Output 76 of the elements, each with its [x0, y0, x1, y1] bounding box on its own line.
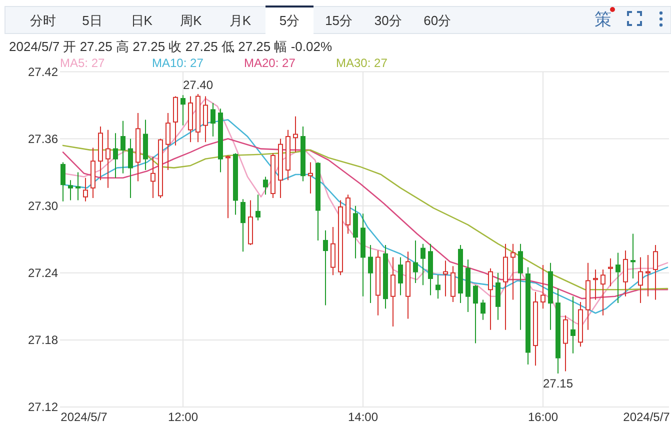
candlestick — [570, 296, 576, 354]
candlestick — [488, 268, 493, 330]
text: MA10: 27 — [152, 56, 204, 70]
candlestick — [76, 172, 80, 201]
candlestick — [150, 156, 156, 198]
candlestick — [436, 274, 440, 300]
candlestick — [263, 176, 268, 196]
candlestick — [180, 94, 186, 126]
text: MA20: 27 — [244, 56, 296, 70]
x-tick-label: 12:00 — [168, 410, 198, 424]
text: 日K — [130, 13, 153, 28]
candlestick — [600, 269, 606, 316]
candlestick — [308, 162, 313, 194]
x-tick-label: 2024/5/7 — [623, 410, 670, 424]
text: 月K — [229, 13, 252, 28]
candlestick — [443, 260, 448, 297]
text: MA5: 27 — [60, 56, 106, 70]
candlestick — [226, 155, 230, 219]
candlestick — [480, 299, 486, 320]
candlestick — [510, 243, 516, 300]
candlestick — [368, 244, 373, 304]
text: 策 — [594, 10, 612, 29]
candlestick — [106, 129, 110, 188]
candlestick — [413, 240, 418, 284]
candlestick — [420, 243, 426, 286]
candlestick — [540, 264, 546, 310]
annotation: 27.40 — [182, 78, 214, 92]
x-tick-label: 16:00 — [528, 410, 558, 424]
candlestick — [646, 254, 650, 297]
candlestick — [653, 244, 658, 300]
candlestick — [518, 243, 523, 330]
x-tick-label: 2024/5/7 — [60, 410, 108, 424]
x-tick-label: 14:00 — [348, 410, 378, 424]
text: 5日 — [82, 13, 102, 28]
candlestick — [330, 226, 336, 276]
candlestick — [210, 102, 216, 138]
y-tick-label: 27.18 — [28, 333, 58, 348]
candlestick — [638, 256, 643, 304]
candlestick — [166, 112, 170, 171]
candlestick — [203, 96, 208, 143]
candlestick — [630, 233, 636, 279]
candlestick — [60, 162, 66, 202]
candlestick — [608, 258, 613, 287]
text: 5分 — [279, 13, 300, 28]
candlestick — [390, 256, 396, 328]
text: 30分 — [374, 13, 402, 28]
candlestick — [450, 266, 456, 302]
chart-subtitle: 2024/5/7 开 27.25 高 27.25 收 27.25 低 27.25 幅 -0.02% — [9, 39, 332, 54]
candlestick — [616, 252, 620, 304]
candlestick — [398, 256, 403, 296]
candlestick — [256, 194, 260, 221]
candlestick — [563, 314, 568, 372]
candlestick — [496, 272, 500, 320]
candlestick — [293, 116, 298, 153]
text: 15分 — [325, 13, 353, 28]
candlestick — [83, 177, 88, 202]
candlestick — [473, 284, 478, 344]
candlestick — [323, 230, 328, 306]
candlestick — [68, 180, 73, 201]
candlestick — [113, 132, 118, 178]
text: 60分 — [424, 13, 452, 28]
text: 周K — [180, 13, 202, 28]
candlestick — [353, 205, 358, 259]
annotation: 27.15 — [542, 376, 574, 390]
y-tick-label: 27.24 — [28, 266, 58, 280]
candlestick — [623, 250, 628, 297]
candlestick — [128, 138, 133, 198]
candlestick — [120, 120, 126, 174]
text: 分时 — [30, 13, 56, 28]
y-tick-label: 27.36 — [28, 132, 58, 146]
y-tick-label: 27.30 — [28, 199, 58, 214]
y-tick-label: 27.12 — [28, 400, 58, 414]
candlestick — [240, 198, 246, 252]
candlestick — [593, 269, 598, 300]
text: MA30: 27 — [336, 56, 388, 70]
y-tick-label: 27.42 — [28, 64, 58, 79]
